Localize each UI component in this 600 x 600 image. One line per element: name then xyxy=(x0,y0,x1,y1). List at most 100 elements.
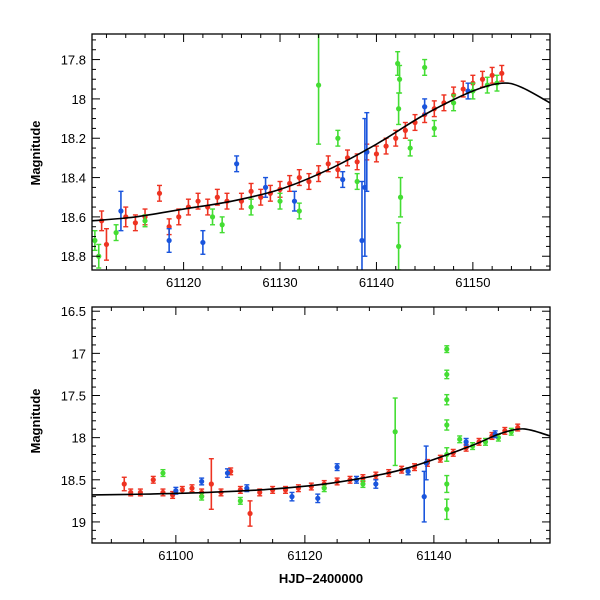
data-point-blue xyxy=(421,494,427,500)
data-point-green xyxy=(444,371,450,378)
model-curve xyxy=(92,428,550,496)
data-point-green xyxy=(321,485,327,491)
data-point-red xyxy=(325,161,331,167)
data-point-blue xyxy=(405,468,411,474)
data-point-green xyxy=(113,230,119,236)
bottom-panel: Magnitude HJD−2400000 xyxy=(28,389,363,587)
data-point-green xyxy=(450,100,457,106)
data-point-blue xyxy=(200,239,206,246)
plot-frame xyxy=(91,306,551,544)
data-point-green xyxy=(422,64,428,71)
x-tick-label: 61140 xyxy=(359,275,394,290)
data-point-blue xyxy=(118,208,124,214)
data-point-green xyxy=(495,435,501,441)
data-point-green xyxy=(160,470,166,476)
data-point-green xyxy=(237,498,243,504)
top-panel: Magnitude xyxy=(28,121,43,186)
data-point-blue xyxy=(173,488,179,494)
x-tick-label: 61100 xyxy=(158,548,193,563)
data-point-green xyxy=(444,346,450,352)
data-point-red xyxy=(179,487,185,493)
data-point-red xyxy=(208,481,214,487)
data-point-green xyxy=(444,422,450,428)
data-point-red xyxy=(257,489,263,496)
data-point-red xyxy=(402,127,408,133)
data-point-green xyxy=(431,125,437,131)
data-point-green xyxy=(296,208,302,214)
data-point-red xyxy=(195,198,201,204)
data-point-blue xyxy=(340,176,346,183)
x-tick-label: 61130 xyxy=(262,275,297,290)
y-tick-label: 18.4 xyxy=(61,171,86,186)
data-point-red xyxy=(335,167,341,173)
y-tick-label: 18 xyxy=(72,431,86,446)
data-point-red xyxy=(189,485,195,491)
data-point-blue xyxy=(262,184,269,190)
y-tick-label: 18.8 xyxy=(61,249,86,264)
data-point-blue xyxy=(224,470,231,476)
data-point-blue xyxy=(359,237,365,244)
data-point-red xyxy=(373,151,380,157)
data-point-green xyxy=(248,204,254,210)
data-point-green xyxy=(335,135,341,141)
panel-2-data xyxy=(92,345,550,527)
data-point-red xyxy=(296,174,302,181)
data-point-green xyxy=(457,436,463,442)
y-tick-label: 17.8 xyxy=(61,53,86,68)
data-point-blue xyxy=(289,494,295,500)
data-point-blue xyxy=(334,464,340,470)
series-blue xyxy=(118,82,471,270)
series-green xyxy=(92,34,500,270)
x-tick-label: 61120 xyxy=(287,548,322,563)
panel-1-data xyxy=(92,34,550,270)
data-point-red xyxy=(103,241,110,248)
series-green xyxy=(160,345,514,521)
model-curve xyxy=(92,82,550,222)
panel-1-plot: 61120 61130 61140 61150 17.8 18 18.2 18.4 18.6 18… xyxy=(61,33,551,290)
data-point-blue xyxy=(422,104,428,110)
data-point-blue xyxy=(166,237,172,244)
data-point-red xyxy=(156,190,163,196)
data-point-red xyxy=(248,188,254,194)
data-point-green xyxy=(354,178,360,185)
bottom-y-axis-title: Magnitude xyxy=(28,389,43,454)
data-point-blue xyxy=(315,495,321,501)
data-point-blue xyxy=(291,198,298,204)
data-point-green xyxy=(396,106,402,112)
data-point-green xyxy=(444,481,450,487)
panel-2-plot: 61100 61120 61140 16.5 17 17.5 18 18.5 19 xyxy=(61,304,551,563)
data-point-red xyxy=(479,76,486,82)
data-point-green xyxy=(396,243,402,249)
y-tick-label: 17 xyxy=(72,346,86,361)
data-point-green xyxy=(315,82,322,88)
data-point-blue xyxy=(234,161,240,167)
top-y-axis-title: Magnitude xyxy=(28,121,43,186)
data-point-green xyxy=(277,198,283,204)
data-point-red xyxy=(132,220,138,226)
data-point-red xyxy=(460,86,466,92)
data-point-green xyxy=(209,214,216,220)
y-tick-label: 18.6 xyxy=(61,210,86,225)
data-point-blue xyxy=(199,478,205,485)
data-point-red xyxy=(354,159,360,165)
x-tick-label: 61140 xyxy=(416,548,451,563)
data-point-green xyxy=(444,397,450,403)
y-tick-label: 16.5 xyxy=(61,304,86,319)
data-point-green xyxy=(396,76,403,82)
data-point-green xyxy=(199,494,205,500)
data-point-red xyxy=(121,481,127,487)
data-point-blue xyxy=(244,485,250,491)
y-tick-label: 17.5 xyxy=(61,389,86,404)
y-tick-label: 18.2 xyxy=(61,131,86,146)
x-axis-title: HJD−2400000 xyxy=(279,571,363,586)
data-point-red xyxy=(383,143,389,149)
data-point-green xyxy=(444,506,450,512)
data-point-green xyxy=(219,222,225,228)
data-point-red xyxy=(393,135,399,141)
series-red xyxy=(99,64,505,261)
y-tick-label: 19 xyxy=(72,515,86,530)
data-point-red xyxy=(499,70,505,76)
plot-frame xyxy=(91,33,551,271)
data-point-red xyxy=(214,194,220,200)
